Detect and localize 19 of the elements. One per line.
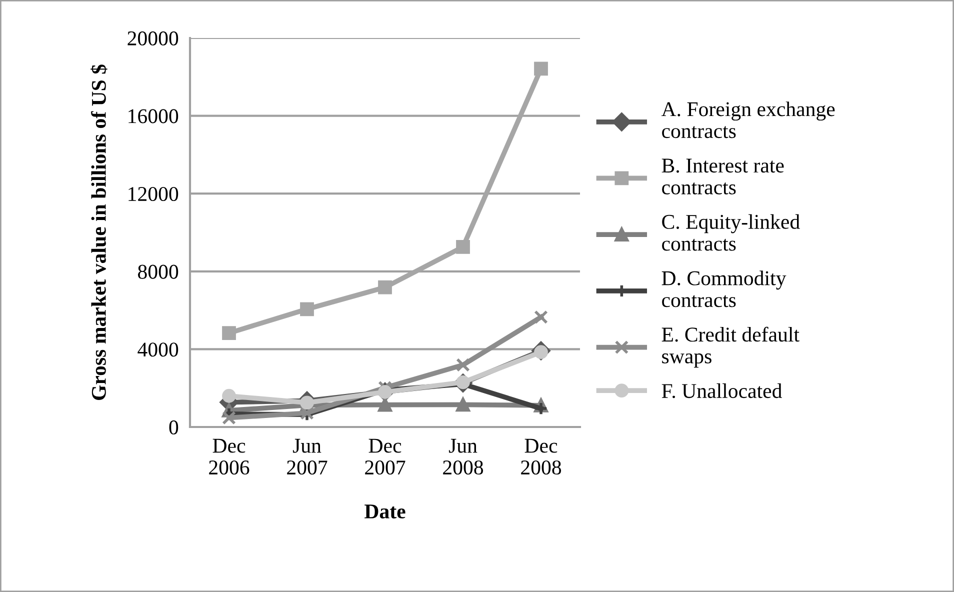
y-tick-label: 12000	[128, 186, 178, 202]
y-tick-label: 16000	[128, 109, 178, 124]
legend-label: E. Credit default swaps	[662, 326, 800, 368]
y-tick-label: 20000	[128, 31, 178, 46]
y-tick-label: 8000	[138, 264, 178, 279]
x-axis-title: Date	[364, 504, 406, 518]
legend-label: A. Foreign exchange contracts	[661, 102, 835, 138]
y-axis-title: Gross market value in billions of US $	[90, 64, 108, 400]
legend-label: B. Interest rate contracts	[662, 158, 784, 194]
x-tick-label: Dec 2006	[209, 438, 250, 475]
legend-label: C. Equity-linked contracts	[662, 214, 800, 251]
legend-label: D. Commodity contracts	[662, 270, 786, 308]
x-tick-label: Jun 2008	[443, 438, 484, 475]
x-tick-label: Jun 2007	[287, 438, 328, 475]
y-tick-label: 4000	[138, 342, 178, 357]
x-tick-label: Dec 2008	[521, 438, 562, 475]
legend-label: F. Unallocated	[662, 383, 782, 398]
y-tick-label: 0	[169, 420, 178, 434]
x-tick-label: Dec 2007	[365, 438, 406, 475]
